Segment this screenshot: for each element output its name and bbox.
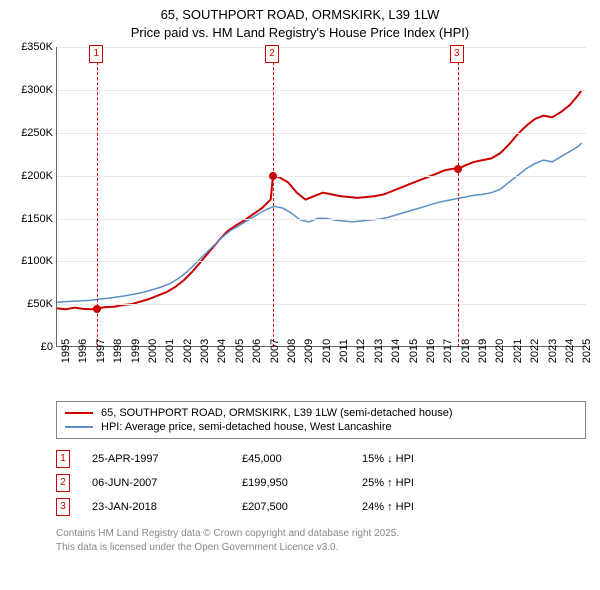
x-tick-label: 2021 bbox=[512, 339, 524, 363]
sale-diff: 15% ↓ HPI bbox=[362, 453, 482, 465]
chart-svg bbox=[57, 47, 587, 347]
y-tick-label: £0 bbox=[11, 341, 53, 353]
sales-table: 1 25-APR-1997£45,00015% ↓ HPI 2 06-JUN-2007… bbox=[56, 447, 586, 519]
legend-label: HPI: Average price, semi-detached house,… bbox=[101, 421, 392, 433]
gridline bbox=[57, 90, 586, 91]
sale-date: 06-JUN-2007 bbox=[92, 477, 242, 489]
legend-row: 65, SOUTHPORT ROAD, ORMSKIRK, L39 1LW (s… bbox=[65, 406, 577, 420]
y-tick-label: £350K bbox=[11, 41, 53, 53]
title-block: 65, SOUTHPORT ROAD, ORMSKIRK, L39 1LW Pr… bbox=[10, 6, 590, 41]
x-tick-label: 2017 bbox=[442, 339, 454, 363]
y-tick-label: £250K bbox=[11, 127, 53, 139]
sale-point bbox=[454, 165, 462, 173]
title-address: 65, SOUTHPORT ROAD, ORMSKIRK, L39 1LW bbox=[10, 6, 590, 24]
x-tick-label: 2001 bbox=[164, 339, 176, 363]
series-price_paid bbox=[57, 90, 582, 309]
x-tick-label: 2006 bbox=[251, 339, 263, 363]
gridline bbox=[57, 47, 586, 48]
marker-box: 3 bbox=[450, 45, 464, 63]
sale-point bbox=[269, 172, 277, 180]
x-tick-label: 2003 bbox=[199, 339, 211, 363]
attribution-line2: This data is licensed under the Open Gov… bbox=[56, 541, 586, 555]
gridline bbox=[57, 133, 586, 134]
x-tick-label: 1996 bbox=[77, 339, 89, 363]
legend-row: HPI: Average price, semi-detached house,… bbox=[65, 420, 577, 434]
marker-line bbox=[273, 47, 274, 347]
sale-diff: 25% ↑ HPI bbox=[362, 477, 482, 489]
x-tick-label: 2011 bbox=[338, 339, 350, 363]
sale-row: 2 06-JUN-2007£199,95025% ↑ HPI bbox=[56, 471, 586, 495]
plot-area bbox=[56, 47, 586, 347]
x-tick-label: 2020 bbox=[494, 339, 506, 363]
y-tick-label: £150K bbox=[11, 213, 53, 225]
x-tick-label: 1999 bbox=[130, 339, 142, 363]
x-tick-label: 2005 bbox=[234, 339, 246, 363]
attribution-line1: Contains HM Land Registry data © Crown c… bbox=[56, 527, 586, 541]
gridline bbox=[57, 176, 586, 177]
x-tick-label: 2010 bbox=[321, 339, 333, 363]
sale-marker: 2 bbox=[56, 474, 70, 492]
x-tick-label: 2019 bbox=[477, 339, 489, 363]
x-tick-label: 2013 bbox=[373, 339, 385, 363]
x-tick-label: 2008 bbox=[286, 339, 298, 363]
x-tick-label: 2014 bbox=[390, 339, 402, 363]
legend-label: 65, SOUTHPORT ROAD, ORMSKIRK, L39 1LW (s… bbox=[101, 407, 453, 419]
sale-date: 23-JAN-2018 bbox=[92, 501, 242, 513]
title-subtitle: Price paid vs. HM Land Registry's House … bbox=[10, 24, 590, 42]
marker-line bbox=[458, 47, 459, 347]
sale-price: £207,500 bbox=[242, 501, 362, 513]
x-tick-label: 2025 bbox=[581, 339, 593, 363]
x-tick-label: 1998 bbox=[112, 339, 124, 363]
x-tick-label: 1995 bbox=[60, 339, 72, 363]
sale-marker: 1 bbox=[56, 450, 70, 468]
series-hpi bbox=[57, 143, 582, 302]
x-tick-label: 2009 bbox=[303, 339, 315, 363]
attribution: Contains HM Land Registry data © Crown c… bbox=[56, 527, 586, 554]
y-tick-label: £100K bbox=[11, 255, 53, 267]
x-tick-label: 2023 bbox=[547, 339, 559, 363]
sale-point bbox=[93, 305, 101, 313]
x-tick-label: 2022 bbox=[529, 339, 541, 363]
x-tick-label: 2000 bbox=[147, 339, 159, 363]
x-tick-label: 2004 bbox=[216, 339, 228, 363]
y-tick-label: £300K bbox=[11, 84, 53, 96]
sale-row: 3 23-JAN-2018£207,50024% ↑ HPI bbox=[56, 495, 586, 519]
legend: 65, SOUTHPORT ROAD, ORMSKIRK, L39 1LW (s… bbox=[56, 401, 586, 439]
below-chart: 65, SOUTHPORT ROAD, ORMSKIRK, L39 1LW (s… bbox=[56, 401, 586, 554]
x-tick-label: 2018 bbox=[460, 339, 472, 363]
legend-swatch bbox=[65, 426, 93, 428]
marker-box: 2 bbox=[265, 45, 279, 63]
x-tick-label: 2015 bbox=[408, 339, 420, 363]
x-tick-label: 2007 bbox=[269, 339, 281, 363]
chart-area: £0£50K£100K£150K£200K£250K£300K£350K1995… bbox=[20, 47, 590, 397]
sale-price: £45,000 bbox=[242, 453, 362, 465]
sale-price: £199,950 bbox=[242, 477, 362, 489]
gridline bbox=[57, 304, 586, 305]
sale-row: 1 25-APR-1997£45,00015% ↓ HPI bbox=[56, 447, 586, 471]
gridline bbox=[57, 261, 586, 262]
gridline bbox=[57, 219, 586, 220]
x-tick-label: 2024 bbox=[564, 339, 576, 363]
y-tick-label: £200K bbox=[11, 170, 53, 182]
y-tick-label: £50K bbox=[11, 298, 53, 310]
x-tick-label: 2002 bbox=[182, 339, 194, 363]
legend-swatch bbox=[65, 412, 93, 414]
marker-line bbox=[97, 47, 98, 347]
x-tick-label: 1997 bbox=[95, 339, 107, 363]
x-tick-label: 2012 bbox=[355, 339, 367, 363]
sale-diff: 24% ↑ HPI bbox=[362, 501, 482, 513]
sale-marker: 3 bbox=[56, 498, 70, 516]
x-tick-label: 2016 bbox=[425, 339, 437, 363]
marker-box: 1 bbox=[89, 45, 103, 63]
sale-date: 25-APR-1997 bbox=[92, 453, 242, 465]
chart-container: 65, SOUTHPORT ROAD, ORMSKIRK, L39 1LW Pr… bbox=[0, 0, 600, 590]
